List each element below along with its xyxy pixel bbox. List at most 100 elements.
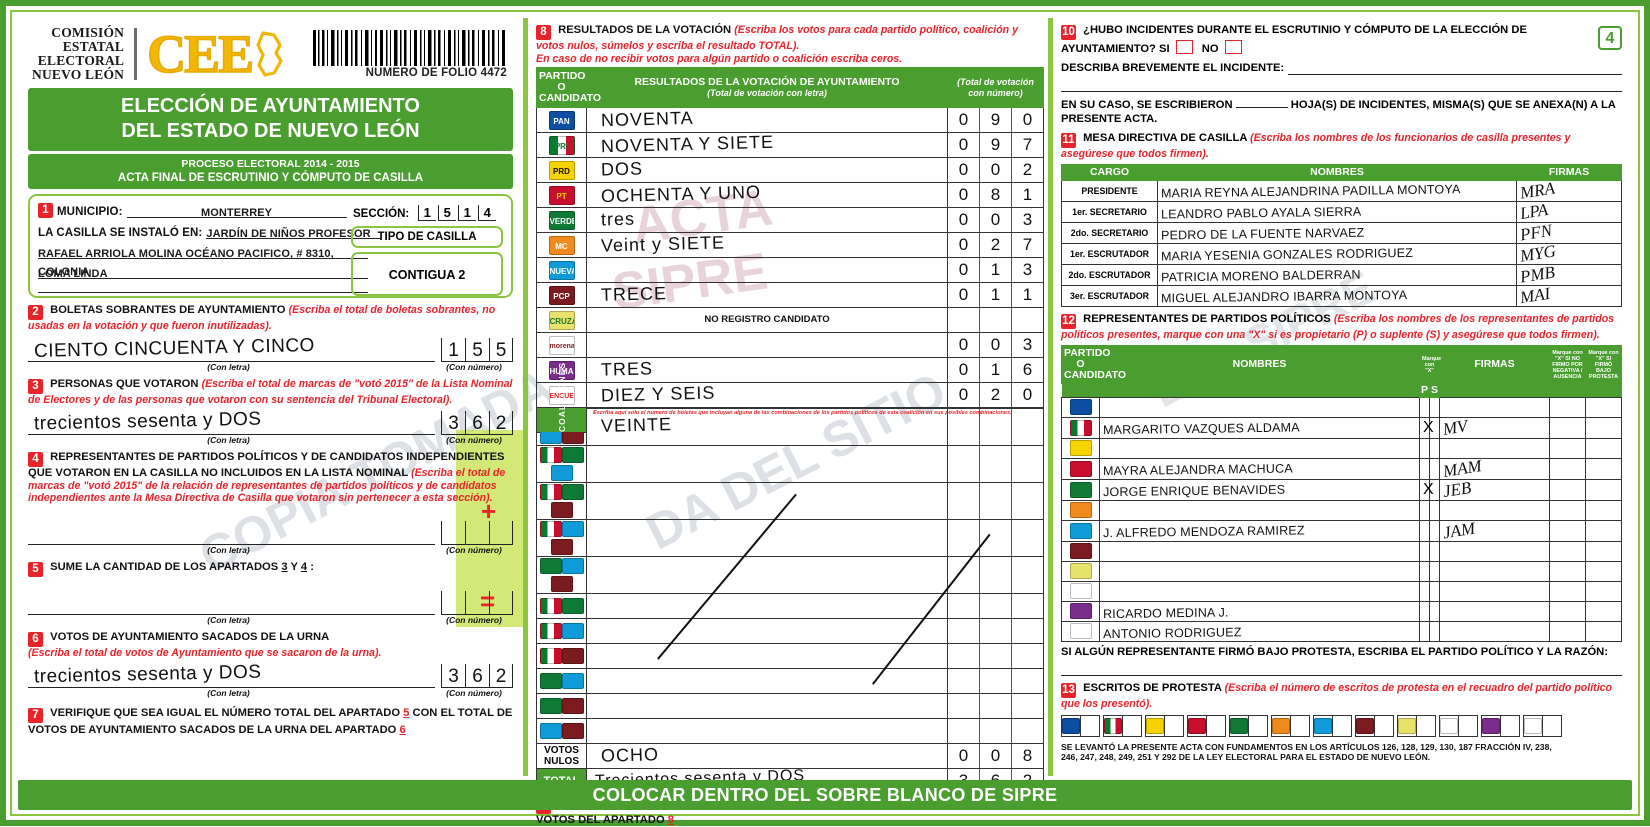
protest-cell-verde[interactable] (1229, 715, 1268, 737)
table-row[interactable]: CRUZADA CIUDADANA NO REGISTRO CANDIDATO (536, 307, 1044, 333)
rep-s-mark[interactable] (1429, 500, 1440, 521)
rep-note-2[interactable] (1585, 601, 1622, 622)
protest-cell-pt[interactable] (1187, 715, 1226, 737)
table-row[interactable]: 1er. SECRETARIO LEANDRO PABLO AYALA SIERR… (1061, 200, 1622, 223)
table-row[interactable] (1061, 581, 1622, 602)
rep-note-2[interactable] (1585, 561, 1622, 582)
rep-note-2[interactable] (1585, 458, 1622, 480)
protest-cell-pan[interactable] (1061, 715, 1100, 737)
digit[interactable] (441, 590, 465, 615)
rep-note-1[interactable] (1549, 438, 1586, 459)
rep-s-mark[interactable] (1429, 458, 1440, 480)
table-row-coalition[interactable]: Escriba aquí solo el número de boletas q… (536, 408, 1044, 446)
digit[interactable] (489, 590, 513, 615)
rep-note-1[interactable] (1549, 500, 1586, 521)
table-row[interactable]: PRESIDENTE MARIA REYNA ALEJANDRINA PADILL… (1061, 178, 1622, 203)
protest-count-input[interactable] (1207, 716, 1225, 736)
seccion-digit[interactable]: 1 (417, 205, 436, 221)
table-row[interactable] (1061, 397, 1622, 418)
rep-p-mark[interactable] (1419, 397, 1430, 418)
table-row-coalition[interactable] (536, 519, 1044, 557)
section-2-numero-field[interactable]: 1 5 5 (441, 337, 513, 362)
rep-note-1[interactable] (1549, 458, 1586, 480)
protest-count-input[interactable] (1333, 716, 1351, 736)
section-4-letras-field[interactable] (28, 521, 435, 545)
protest-count-input[interactable] (1501, 716, 1519, 736)
protest-count-input[interactable] (1249, 716, 1267, 736)
rep-note-1[interactable] (1549, 541, 1586, 562)
seccion-digit[interactable]: 5 (437, 205, 456, 221)
table-row[interactable]: ENCUENTRO SOCIAL DIEZ Y SEIS 020 (536, 382, 1044, 408)
protest-cell-cruzada[interactable] (1397, 715, 1436, 737)
digit[interactable]: 2 (489, 664, 513, 688)
rep-note-1[interactable] (1549, 601, 1586, 622)
table-row-coalition[interactable] (536, 593, 1044, 619)
seccion-digit[interactable]: 4 (477, 205, 496, 221)
digit[interactable]: 6 (465, 664, 489, 688)
digit[interactable]: 2 (489, 411, 513, 435)
tipo-casilla-value[interactable]: CONTIGUA 2 (351, 252, 503, 296)
digit[interactable]: 5 (489, 337, 513, 362)
section-6-letras-field[interactable]: trecientos sesenta y DOS (28, 662, 435, 688)
table-row[interactable]: JORGE ENRIQUE BENAVIDES X JEB (1061, 478, 1622, 501)
rep-note-2[interactable] (1585, 417, 1622, 439)
protest-cell-morena[interactable] (1439, 715, 1478, 737)
rep-p-mark[interactable] (1419, 541, 1430, 562)
rep-note-2[interactable] (1585, 438, 1622, 459)
digit[interactable]: 5 (465, 337, 489, 362)
rep-note-1[interactable] (1549, 581, 1586, 602)
incidentes-no-checkbox[interactable] (1224, 40, 1242, 54)
rep-note-1[interactable] (1549, 621, 1586, 642)
table-row-coalition[interactable] (536, 693, 1044, 719)
protest-cell-na[interactable] (1313, 715, 1352, 737)
section-6-numero-field[interactable]: 3 6 2 (441, 664, 513, 688)
rep-s-mark[interactable] (1429, 581, 1440, 602)
table-row[interactable]: 2do. ESCRUTADOR PATRICIA MORENO BALDERRAN… (1061, 262, 1622, 287)
digit[interactable] (441, 520, 465, 545)
rep-p-mark[interactable] (1419, 561, 1430, 582)
table-row[interactable] (1061, 438, 1622, 459)
protest-count-input[interactable] (1123, 716, 1141, 736)
protest-cell-pcp[interactable] (1355, 715, 1394, 737)
rep-note-2[interactable] (1585, 621, 1622, 642)
digit[interactable] (465, 590, 489, 615)
rep-s-mark[interactable] (1429, 561, 1440, 582)
table-row[interactable]: J. ALFREDO MENDOZA RAMIREZ JAM (1061, 519, 1622, 542)
section-5-letras-field[interactable] (28, 591, 435, 615)
rep-p-mark[interactable] (1419, 458, 1430, 480)
protest-count-input[interactable] (1543, 716, 1561, 736)
digit[interactable] (465, 520, 489, 545)
describa-incidente-input[interactable] (1288, 62, 1622, 75)
rep-s-mark[interactable] (1429, 397, 1440, 418)
rep-note-1[interactable] (1549, 520, 1586, 542)
rep-p-mark[interactable] (1419, 581, 1430, 602)
section-3-numero-field[interactable]: 3 6 2 (441, 411, 513, 435)
protest-note-input[interactable] (1061, 661, 1622, 676)
rep-p-mark[interactable] (1419, 438, 1430, 459)
table-row[interactable]: NUEVA ALIANZA 013 (536, 257, 1044, 283)
table-row[interactable]: 1er. ESCRUTADOR MARIA YESENIA GONZALES RO… (1061, 241, 1622, 266)
digit[interactable]: 1 (441, 337, 465, 362)
protest-count-input[interactable] (1165, 716, 1183, 736)
protest-count-input[interactable] (1417, 716, 1435, 736)
protest-cell-pri[interactable] (1103, 715, 1142, 737)
rep-note-2[interactable] (1585, 520, 1622, 542)
rep-p-mark[interactable] (1419, 621, 1430, 642)
casilla-line-1[interactable]: JARDÍN DE NIÑOS PROFESOR (206, 228, 371, 240)
table-row[interactable]: 2do. SECRETARIO PEDRO DE LA FUENTE NARVAE… (1061, 221, 1622, 244)
seccion-digits[interactable]: 1 5 1 4 (417, 205, 496, 221)
hojas-incidentes-input[interactable] (1235, 107, 1288, 108)
rep-note-1[interactable] (1549, 417, 1586, 439)
rep-s-mark[interactable] (1429, 601, 1440, 622)
rep-note-1[interactable] (1549, 561, 1586, 582)
rep-note-2[interactable] (1585, 397, 1622, 418)
seccion-digit[interactable]: 1 (457, 205, 476, 221)
table-row-coalition[interactable] (536, 643, 1044, 669)
rep-note-2[interactable] (1585, 581, 1622, 602)
table-row-coalition[interactable] (536, 718, 1044, 744)
casilla-line-2[interactable]: RAFAEL ARRIOLA MOLINA OCÉANO PACIFICO, #… (38, 248, 334, 278)
